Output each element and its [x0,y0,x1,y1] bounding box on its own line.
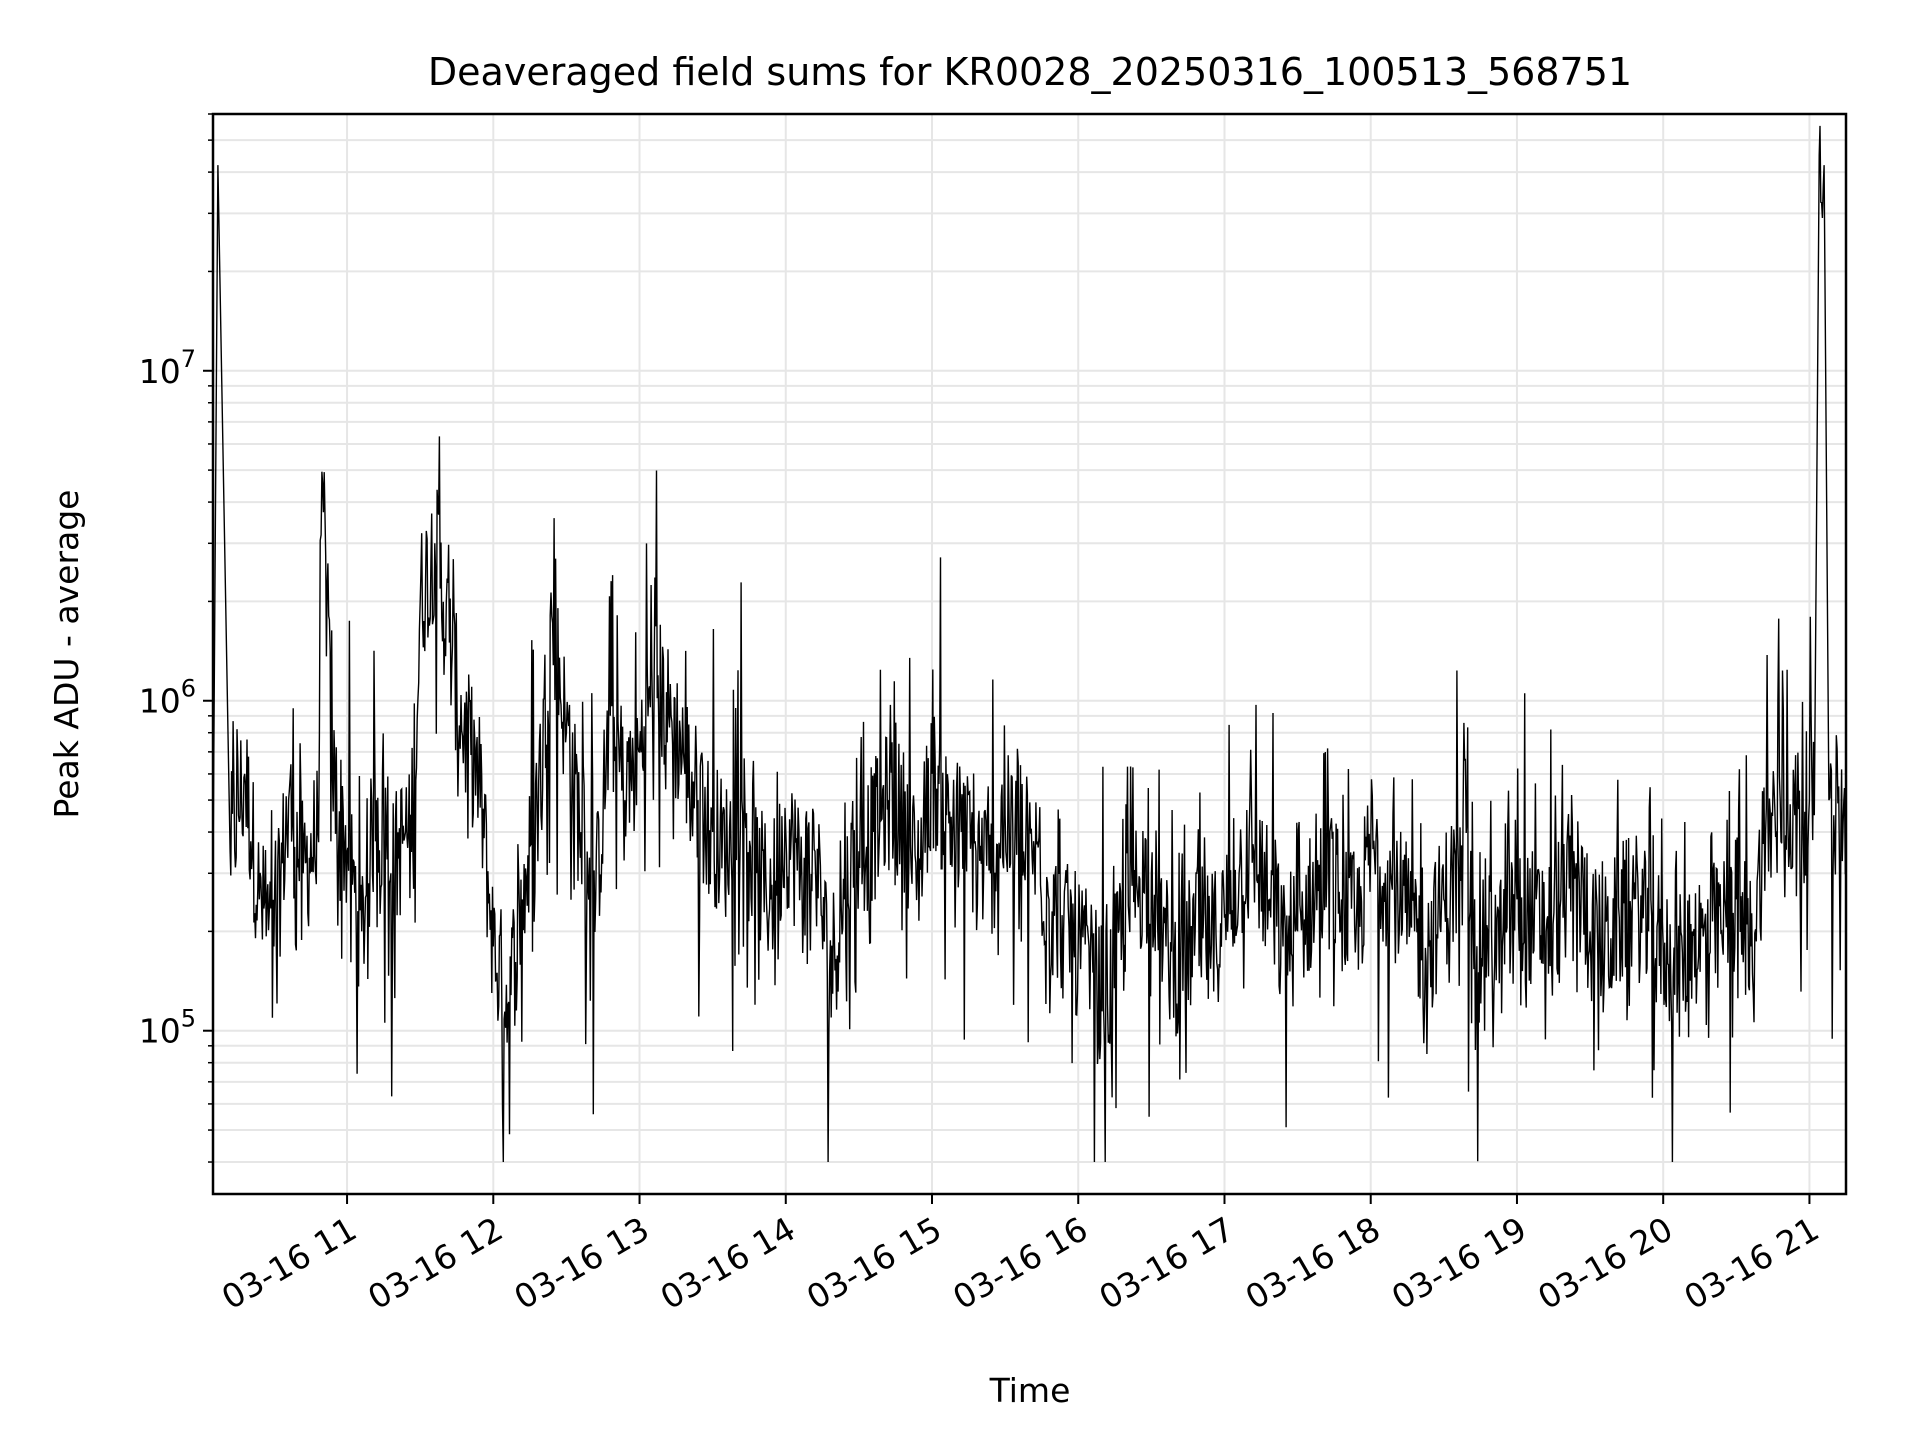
x-tick-label: 03-16 13 [508,1209,656,1317]
y-axis: 105 106 107 [139,113,213,1163]
x-tick-label: 03-16 18 [1239,1209,1387,1317]
series-line [212,125,1847,1163]
y-tick-label: 106 [139,675,196,721]
plot-frame [211,112,1848,1196]
y-tick-label: 107 [139,345,196,391]
x-axis-label: Time [989,1371,1071,1410]
y-tick-label: 105 [139,1005,196,1051]
x-tick-label: 03-16 17 [1092,1209,1240,1317]
x-tick-label: 03-16 19 [1385,1209,1533,1317]
y-axis-label: Peak ADU - average [47,490,86,819]
x-tick-label: 03-16 11 [215,1209,363,1317]
grid [213,113,1846,1194]
x-tick-label: 03-16 20 [1531,1209,1679,1317]
x-tick-label: 03-16 21 [1677,1209,1825,1317]
chart-title: Deaveraged field sums for KR0028_2025031… [428,50,1632,94]
x-tick-label: 03-16 16 [946,1209,1094,1317]
x-tick-label: 03-16 12 [361,1209,509,1317]
series-layer [212,125,1847,1163]
x-tick-label: 03-16 14 [654,1209,802,1317]
x-tick-label: 03-16 15 [800,1209,948,1317]
